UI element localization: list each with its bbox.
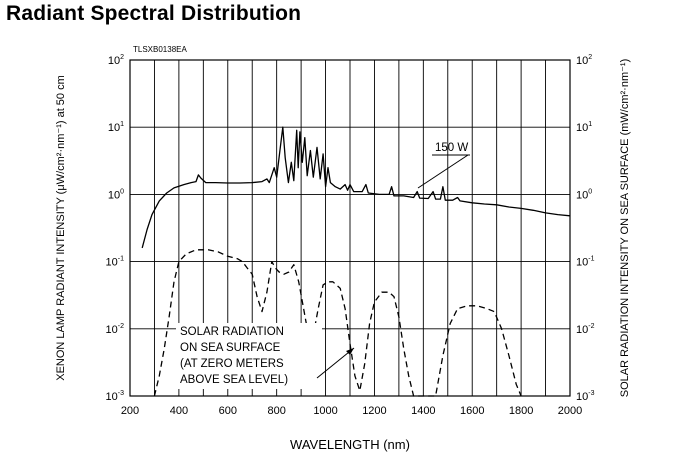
series-layer bbox=[141, 126, 571, 397]
y-tick-label-left: 100 bbox=[108, 188, 124, 201]
x-axis-ticks: 200 400 600 800 1000 1200 1400 1600 1800 2000 bbox=[121, 405, 582, 417]
y-axis-left-label: XENON LAMP RADIANT INTENSITY (μW/cm²·nm⁻… bbox=[55, 75, 67, 381]
figure-code: TLSXB0138EA bbox=[133, 45, 187, 54]
y-axis-right-ticks: 102 101 100 10-1 10-2 10-3 bbox=[576, 54, 595, 403]
x-tick-label: 2000 bbox=[558, 405, 582, 417]
y-tick-label-right: 10-2 bbox=[576, 323, 595, 336]
annotation-solar-line-4: ABOVE SEA LEVEL) bbox=[180, 374, 288, 386]
annotation-150w-leader bbox=[417, 154, 469, 189]
series-line-xenon-lamp bbox=[141, 126, 571, 249]
annotation-solar-bg bbox=[176, 323, 322, 389]
annotation-solar-line-3: (AT ZERO METERS bbox=[180, 358, 284, 370]
annotation-solar-leader bbox=[316, 347, 355, 379]
y-tick-label-left: 102 bbox=[108, 54, 124, 67]
y-tick-label-left: 101 bbox=[108, 121, 124, 134]
y-tick-label-left: 10-1 bbox=[106, 256, 125, 269]
x-axis-label: WAVELENGTH (nm) bbox=[290, 437, 410, 452]
y-tick-label-right: 102 bbox=[576, 54, 592, 67]
x-tick-label: 1400 bbox=[411, 405, 435, 417]
y-tick-label-right: 101 bbox=[576, 121, 592, 134]
x-tick-label: 200 bbox=[121, 405, 139, 417]
y-tick-label-right: 10-3 bbox=[576, 390, 595, 403]
x-tick-label: 800 bbox=[267, 405, 285, 417]
x-tick-label: 400 bbox=[170, 405, 188, 417]
plot-frame bbox=[129, 59, 571, 397]
annotation-solar-line-1: SOLAR RADIATION bbox=[180, 326, 284, 338]
annotation-solar-line-2: ON SEA SURFACE bbox=[180, 342, 281, 354]
x-tick-label: 1800 bbox=[509, 405, 533, 417]
x-tick-label: 1200 bbox=[362, 405, 386, 417]
annotation-150w: 150 W bbox=[435, 142, 468, 154]
page-title: Radiant Spectral Distribution bbox=[6, 2, 302, 25]
y-axis-right-label: SOLAR RADIATION INTENSITY ON SEA SURFACE… bbox=[619, 59, 631, 397]
y-axis-left-ticks: 102 101 100 10-1 10-2 10-3 bbox=[106, 54, 125, 403]
series-line-solar-radiation bbox=[153, 249, 522, 397]
y-tick-label-right: 100 bbox=[576, 188, 592, 201]
y-tick-label-left: 10-3 bbox=[106, 390, 125, 403]
x-tick-label: 1000 bbox=[313, 405, 337, 417]
y-tick-label-right: 10-1 bbox=[576, 256, 595, 269]
y-tick-label-left: 10-2 bbox=[106, 323, 125, 336]
x-tick-label: 600 bbox=[219, 405, 237, 417]
x-tick-label: 1600 bbox=[460, 405, 484, 417]
annotation-solar-arrowhead bbox=[346, 348, 354, 355]
